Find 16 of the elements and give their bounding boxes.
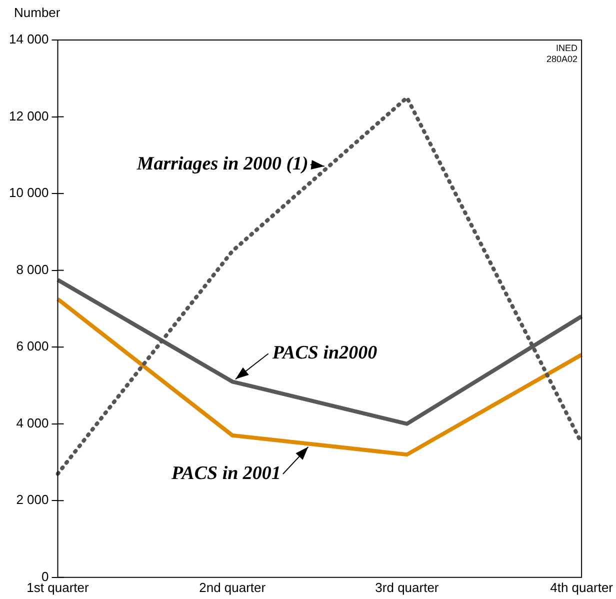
- y-tick-label: 10 000: [8, 185, 49, 200]
- y-tick-label: 6 000: [16, 338, 49, 354]
- y-tick-label: 8 000: [16, 262, 49, 277]
- annotation: INED 280A02: [546, 42, 578, 64]
- series-label: PACS in 2001: [170, 462, 281, 484]
- series-label: PACS in2000: [271, 342, 378, 364]
- y-tick-label: 14 000: [8, 32, 49, 47]
- series-label: Marriages in 2000 (1): [136, 154, 308, 175]
- y-tick-label: 2 000: [16, 492, 49, 508]
- x-tick-label: 4th quarter: [550, 580, 614, 595]
- y-axis-title: Number: [14, 5, 61, 20]
- y-tick-label: 0: [42, 568, 49, 584]
- x-tick-label: 2nd quarter: [199, 580, 266, 595]
- y-tick-label: 12 000: [8, 108, 49, 124]
- x-tick-label: 3rd quarter: [375, 580, 440, 595]
- y-tick-label: 4 000: [16, 415, 49, 430]
